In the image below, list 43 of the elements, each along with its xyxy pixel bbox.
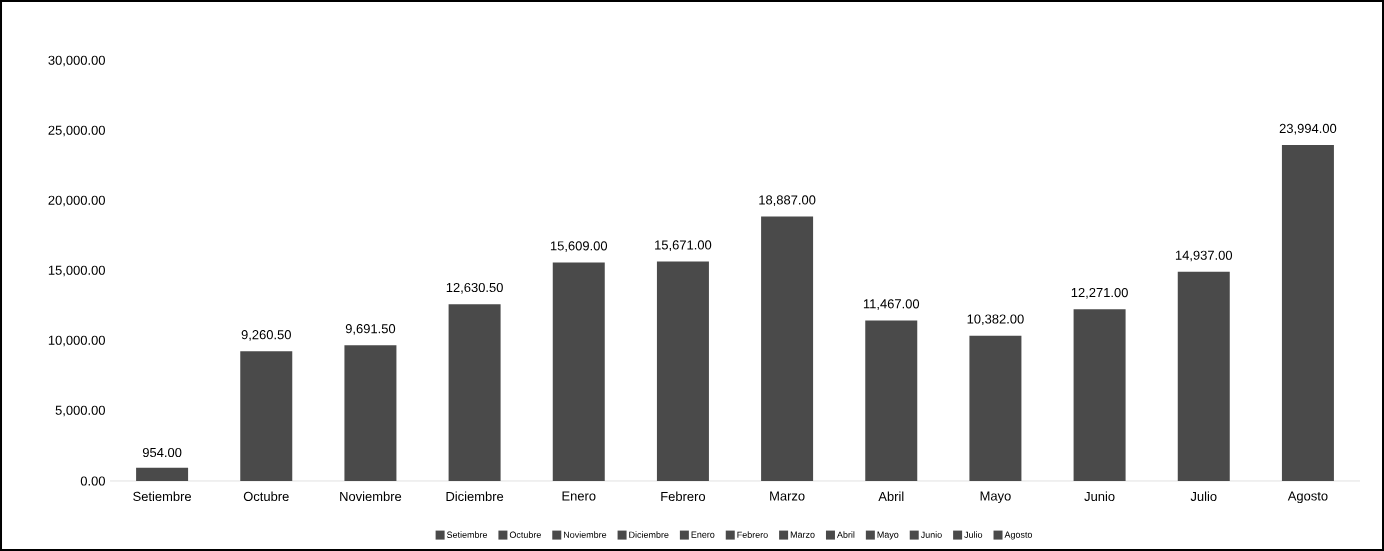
y-tick-label: 30,000.00 (48, 55, 105, 67)
data-label: 12,630.50 (446, 282, 503, 294)
x-tick-label: Febrero (661, 491, 706, 502)
data-label: 11,467.00 (863, 299, 920, 310)
y-tick-label: 10,000.00 (48, 335, 105, 347)
x-tick-label: Abril (878, 491, 904, 502)
data-label: 9,260.50 (241, 330, 291, 341)
data-label: 15,609.00 (550, 241, 608, 252)
x-tick-label: Marzo (770, 491, 805, 501)
legend-label: Enero (691, 531, 715, 538)
y-tick-label: 15,000.00 (48, 265, 105, 277)
data-label: 14,937.00 (1175, 250, 1233, 262)
x-tick-label: Octubre (243, 491, 289, 502)
x-tick-label: Enero (562, 491, 596, 501)
x-tick-label: Noviembre (340, 491, 402, 502)
y-tick-label: 20,000.00 (48, 195, 105, 207)
legend-label: Diciembre (629, 531, 669, 538)
data-label: 18,887.00 (759, 195, 816, 207)
legend-label: Abril (836, 531, 855, 538)
legend-label: Junio (920, 531, 942, 538)
data-label: 15,671.00 (655, 240, 712, 252)
legend-label: Mayo (877, 531, 899, 540)
y-tick-label: 25,000.00 (48, 125, 105, 137)
data-label: 10,382.00 (967, 314, 1024, 326)
data-label: 954.00 (142, 447, 182, 458)
data-label: 12,271.00 (1071, 287, 1128, 299)
legend-label: Noviembre (564, 531, 607, 538)
legend-label: Setiembre (447, 531, 488, 538)
legend-label: Agosto (1004, 531, 1033, 540)
x-tick-label: Mayo (980, 491, 1011, 504)
legend-label: Febrero (737, 531, 768, 538)
x-tick-label: Setiembre (133, 491, 192, 502)
x-tick-label: Diciembre (446, 491, 504, 502)
y-tick-label: 0.00 (80, 476, 105, 486)
legend-label: Marzo (790, 531, 815, 538)
legend-label: Julio (964, 531, 983, 538)
data-label: 9,691.50 (345, 324, 396, 335)
y-tick-label: 5,000.00 (55, 405, 105, 417)
x-tick-label: Junio (1084, 491, 1115, 502)
x-tick-label: Agosto (1287, 491, 1328, 504)
data-label: 23,994.00 (1279, 123, 1337, 135)
x-tick-label: Julio (1190, 491, 1217, 502)
legend-label: Octubre (509, 531, 541, 538)
